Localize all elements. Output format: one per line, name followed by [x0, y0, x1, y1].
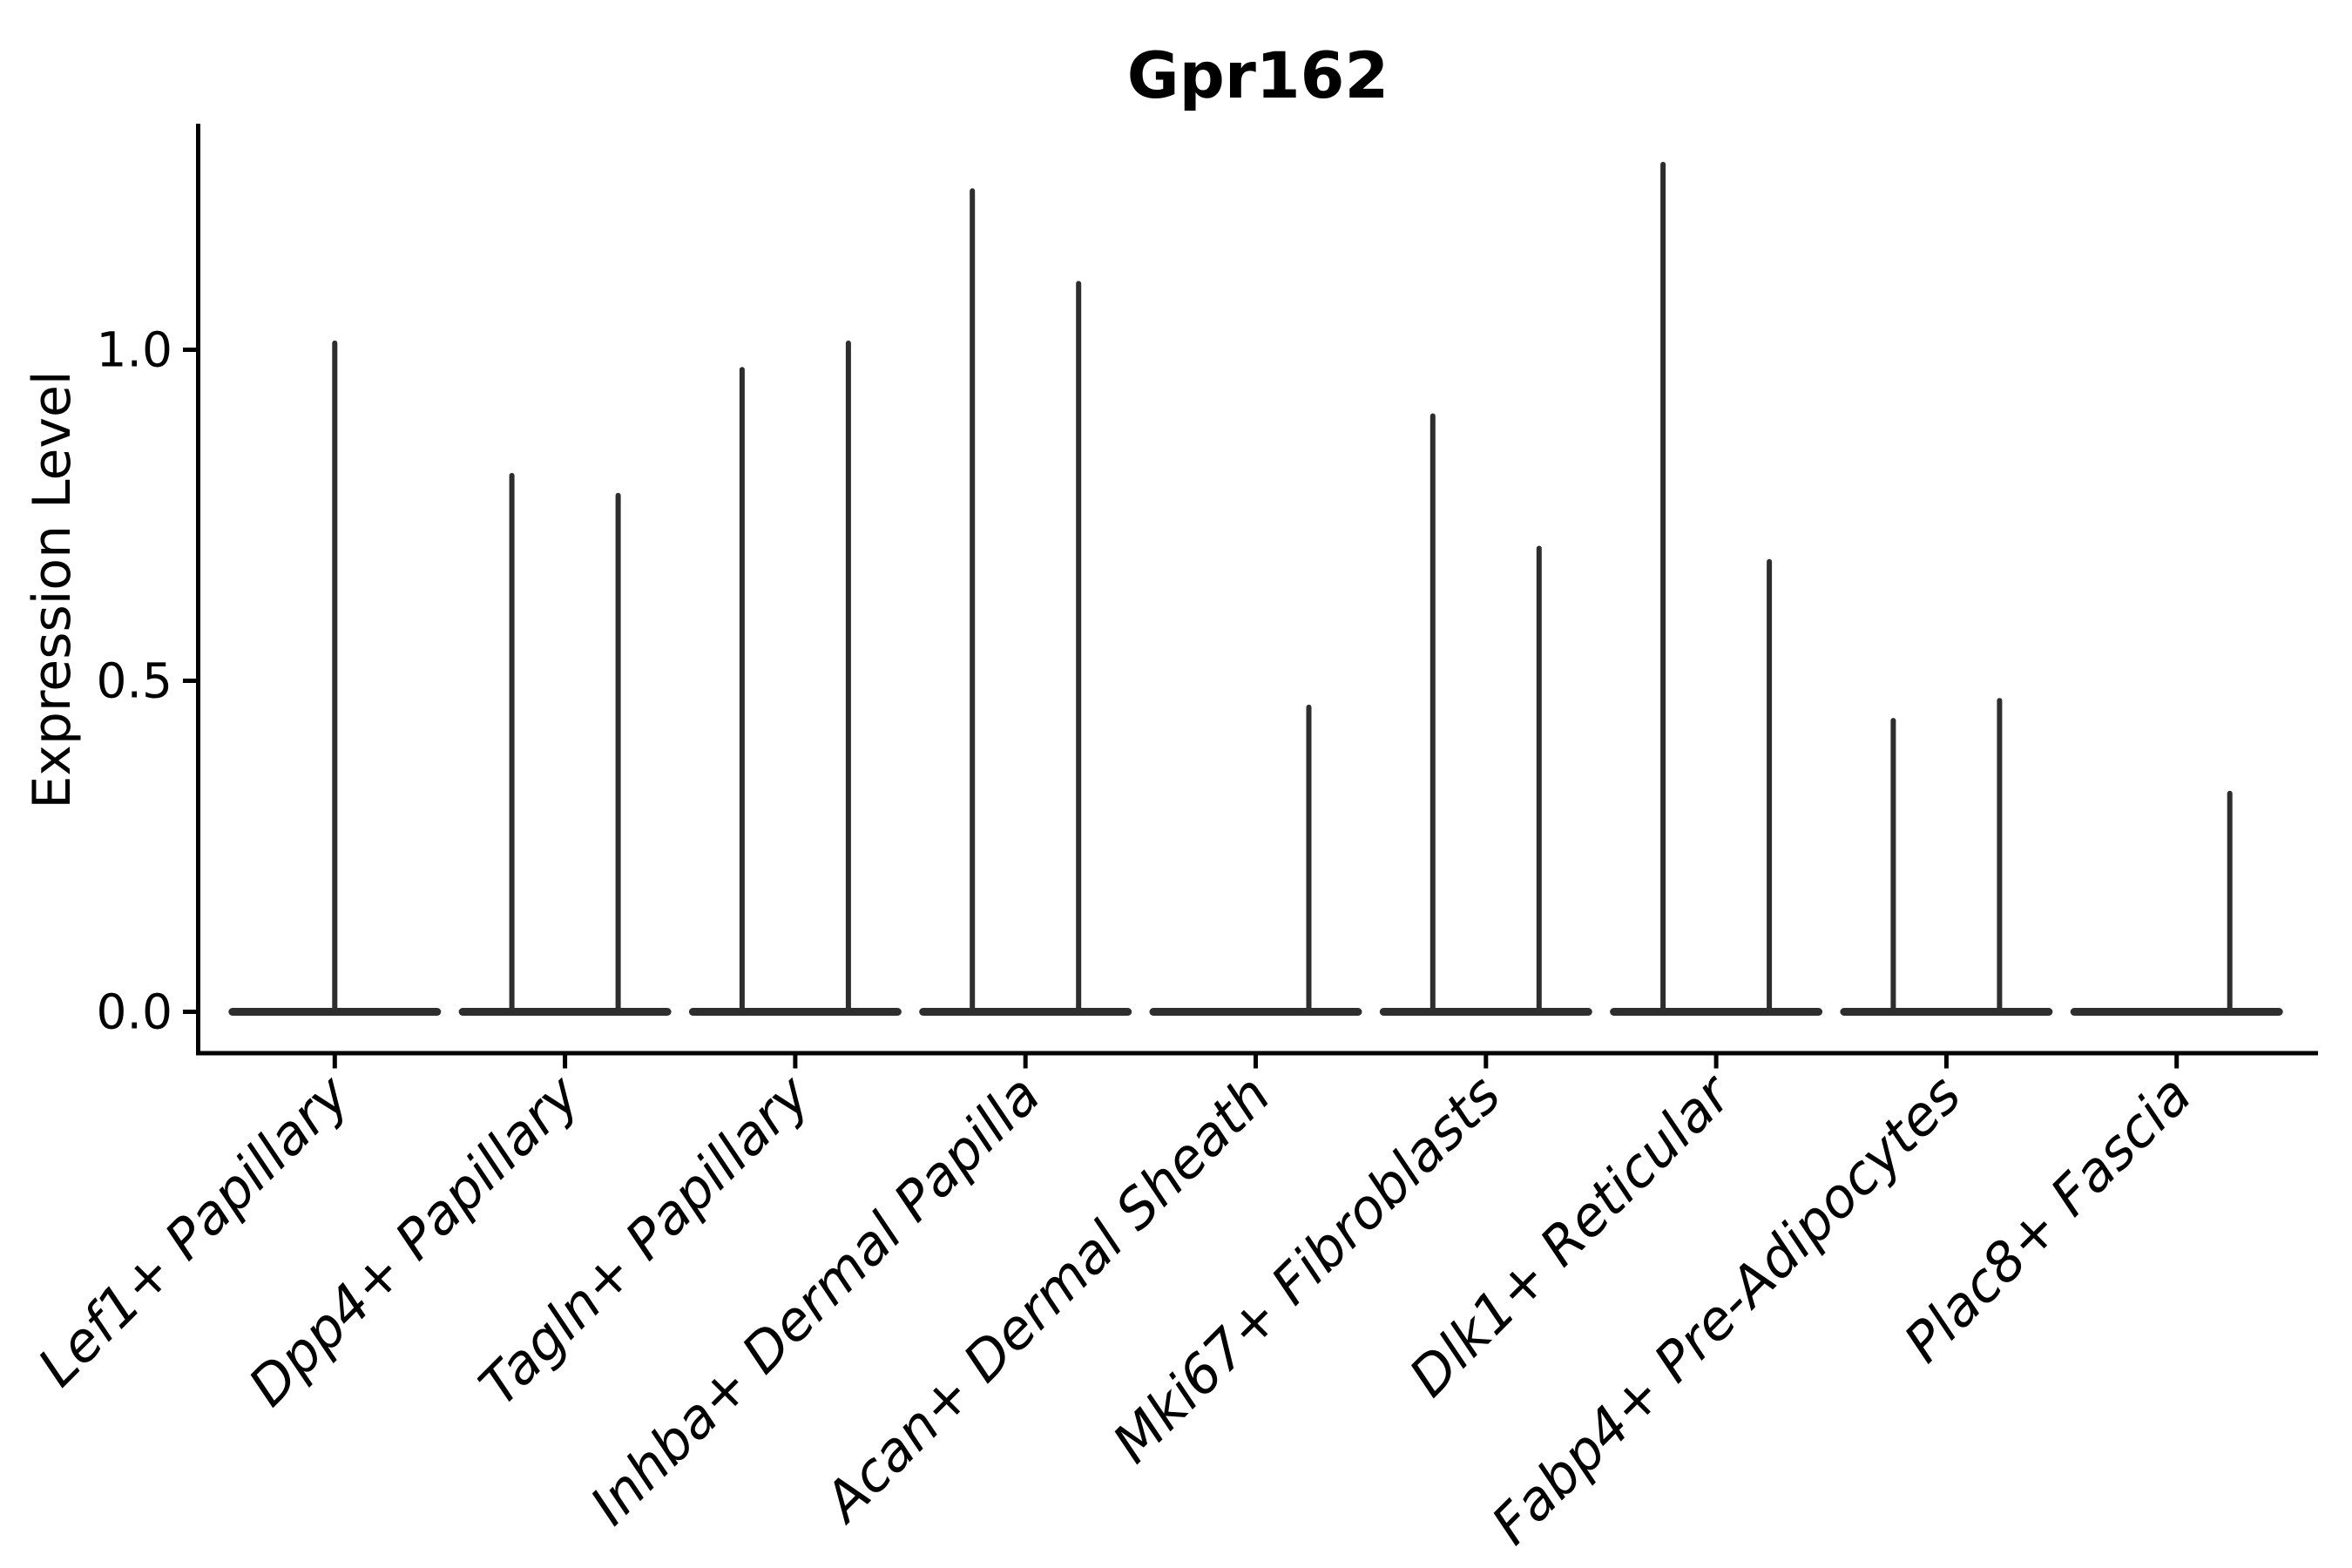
violins-layer: [228, 161, 2283, 1016]
violin-base: [1610, 1008, 1823, 1016]
y-tick-label: 0.5: [97, 653, 172, 709]
violin-base: [458, 1008, 672, 1016]
axes-layer: [183, 124, 2318, 1069]
x-tick-label: Inhba+ Dermal Papilla: [578, 1063, 1051, 1537]
x-tick-label: Acan+ Dermal Sheath: [809, 1063, 1282, 1536]
chart-title: Gpr162: [1127, 39, 1389, 113]
y-tick-label: 1.0: [97, 322, 172, 378]
x-tick-label: Fabp4+ Pre-Adipocytes: [1479, 1063, 1973, 1557]
violin-base: [919, 1008, 1132, 1016]
violin-base: [2070, 1008, 2283, 1016]
violin-base: [1149, 1008, 1362, 1016]
x-tick-label: Mki67+ Fibroblasts: [1100, 1063, 1512, 1475]
violin-base: [688, 1008, 902, 1016]
violin-base: [1840, 1008, 2053, 1016]
violin-base: [1379, 1008, 1592, 1016]
y-axis-title: Expression Level: [22, 370, 83, 808]
y-tick-label: 0.0: [97, 984, 172, 1040]
